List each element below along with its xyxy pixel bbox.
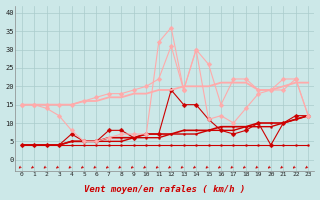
X-axis label: Vent moyen/en rafales ( km/h ): Vent moyen/en rafales ( km/h ) (84, 185, 245, 194)
